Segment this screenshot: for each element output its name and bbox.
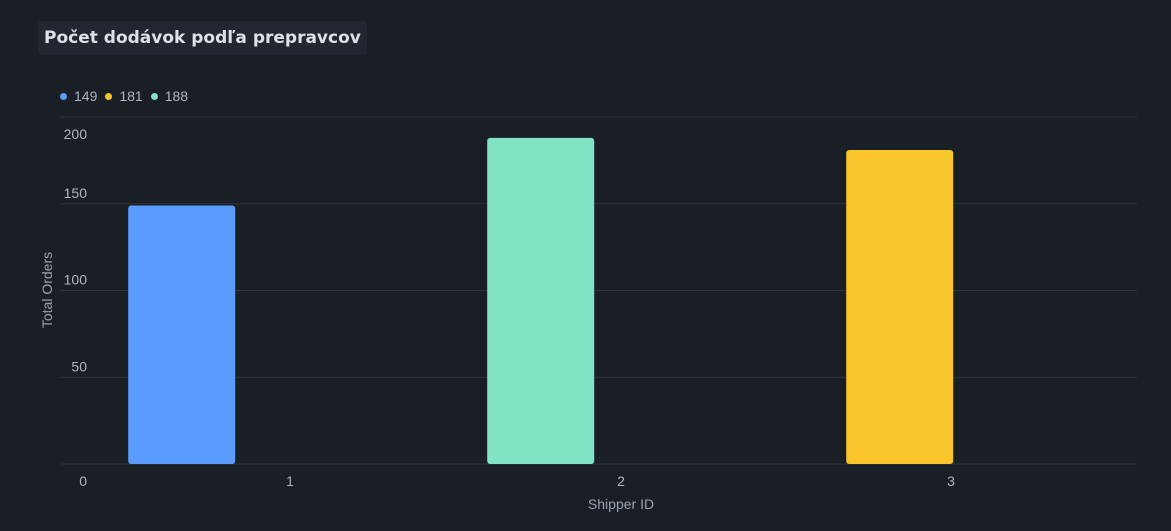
x-tick-label: 1 (286, 473, 294, 489)
x-axis-title: Shipper ID (588, 496, 654, 512)
chart-title-chip: Počet dodávok podľa prepravcov (38, 21, 367, 55)
legend-item-149[interactable]: 149 (60, 88, 97, 104)
bar-shipper-3 (846, 149, 954, 464)
chart-title: Počet dodávok podľa prepravcov (44, 28, 361, 48)
legend-item-181[interactable]: 181 (105, 88, 143, 104)
legend-label-188: 188 (164, 88, 189, 104)
y-tick-label: 150 (64, 185, 88, 201)
legend-label-149: 149 (74, 88, 98, 104)
y-tick-label: 100 (64, 272, 88, 288)
x-tick-label: 3 (947, 473, 955, 489)
bar-shipper-2 (487, 137, 595, 464)
y-tick-label: 200 (64, 126, 88, 142)
chart-legend: 149 181 188 (60, 88, 188, 104)
bar-shipper-1 (128, 205, 236, 465)
legend-dot-149 (60, 92, 67, 100)
legend-item-188[interactable]: 188 (150, 88, 189, 104)
y-tick-label: 50 (71, 358, 87, 374)
y-tick-label: 0 (79, 473, 87, 489)
x-tick-label: 2 (617, 473, 625, 489)
legend-dot-181 (105, 92, 113, 100)
y-axis-title: Total Orders (39, 252, 55, 328)
legend-label-181: 181 (119, 88, 143, 104)
legend-dot-188 (150, 92, 158, 100)
